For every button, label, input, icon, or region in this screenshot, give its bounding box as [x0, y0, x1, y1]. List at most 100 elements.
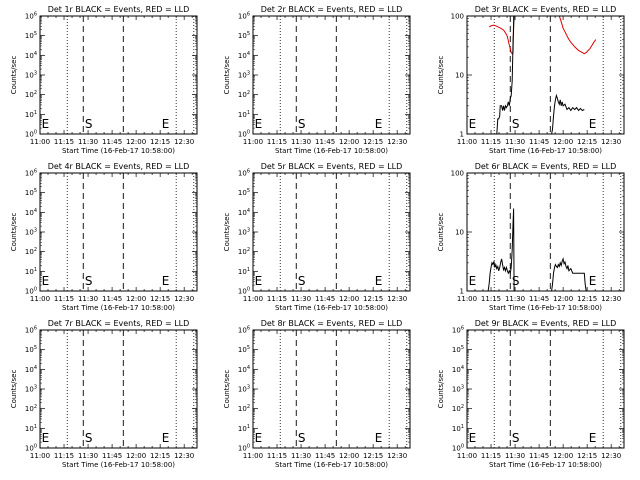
- x-tick-label: 12:15: [577, 452, 597, 460]
- marker-E: E: [589, 117, 597, 131]
- x-tick-label: 12:30: [601, 138, 621, 146]
- y-tick-exponent: 6: [247, 12, 250, 18]
- x-tick-label: 11:30: [78, 295, 98, 303]
- y-tick-exponent: 6: [247, 326, 250, 332]
- marker-E: E: [469, 274, 477, 288]
- y-tick-label: 102: [238, 247, 250, 256]
- marker-S: S: [298, 274, 306, 288]
- x-tick-label: 11:45: [102, 295, 122, 303]
- series-line-events: [496, 16, 515, 134]
- y-tick-exponent: 4: [247, 365, 250, 371]
- panel-title: Det 5r BLACK = Events, RED = LLD: [261, 162, 403, 171]
- x-tick-label: 12:00: [126, 452, 146, 460]
- series-group: [488, 16, 597, 134]
- x-tick-label: 11:45: [529, 295, 549, 303]
- y-tick-exponent: 6: [247, 169, 250, 175]
- y-tick-label: 103: [25, 228, 37, 237]
- y-tick-exponent: 0: [247, 287, 250, 293]
- panel-title: Det 9r BLACK = Events, RED = LLD: [475, 319, 617, 328]
- panel-det-5: Det 5r BLACK = Events, RED = LLD E S E 11:00…: [223, 162, 411, 312]
- panel-title: Det 1r BLACK = Events, RED = LLD: [48, 5, 190, 14]
- marker-S: S: [512, 431, 520, 445]
- x-tick-label: 12:15: [363, 295, 383, 303]
- y-tick-label: 104: [25, 51, 37, 60]
- x-axis-label: Start Time (16-Feb-17 10:58:00): [62, 147, 175, 155]
- marker-E: E: [255, 117, 263, 131]
- x-tick-label: 11:30: [291, 295, 311, 303]
- x-tick-label: 11:30: [291, 452, 311, 460]
- y-tick-label: 104: [238, 208, 250, 217]
- y-tick-exponent: 1: [34, 267, 37, 273]
- y-tick-exponent: 5: [247, 188, 250, 194]
- y-tick-exponent: 4: [247, 208, 250, 214]
- y-tick-exponent: 3: [34, 71, 37, 77]
- y-axis-label: Counts/sec: [10, 370, 18, 409]
- x-tick-label: 12:15: [150, 295, 170, 303]
- y-tick-exponent: 4: [34, 208, 37, 214]
- y-tick-exponent: 5: [247, 31, 250, 37]
- marker-S: S: [512, 117, 520, 131]
- y-tick-label: 104: [25, 208, 37, 217]
- y-tick-label: 106: [452, 326, 464, 335]
- y-tick-exponent: 5: [34, 188, 37, 194]
- x-tick-label: 12:00: [126, 295, 146, 303]
- y-tick-label: 100: [25, 287, 37, 296]
- marker-E: E: [42, 117, 50, 131]
- y-tick-label: 101: [238, 267, 250, 276]
- y-tick-exponent: 2: [247, 247, 250, 253]
- series-line-events: [487, 208, 515, 291]
- marker-S: S: [298, 431, 306, 445]
- y-tick-label: 101: [238, 110, 250, 119]
- y-tick-exponent: 2: [247, 90, 250, 96]
- x-tick-label: 11:15: [54, 452, 74, 460]
- y-tick-exponent: 4: [34, 51, 37, 57]
- panel-det-8: Det 8r BLACK = Events, RED = LLD E S E 11:00…: [223, 319, 411, 469]
- y-axis-label: Counts/sec: [10, 56, 18, 95]
- y-tick-exponent: 6: [34, 169, 37, 175]
- series-line-lld: [558, 16, 597, 55]
- x-tick-label: 12:15: [577, 295, 597, 303]
- y-tick-label: 106: [238, 326, 250, 335]
- y-tick-label: 103: [25, 71, 37, 80]
- x-tick-label: 11:15: [481, 138, 501, 146]
- x-axis-label: Start Time (16-Feb-17 10:58:00): [489, 461, 602, 469]
- x-tick-label: 11:15: [54, 138, 74, 146]
- y-tick-label: 100: [25, 130, 37, 139]
- y-tick-exponent: 5: [34, 31, 37, 37]
- x-tick-label: 11:00: [30, 452, 50, 460]
- x-tick-label: 11:00: [30, 138, 50, 146]
- x-tick-label: 11:15: [481, 295, 501, 303]
- x-tick-label: 11:15: [481, 452, 501, 460]
- y-tick-label: 100: [238, 130, 250, 139]
- y-tick-label: 103: [25, 385, 37, 394]
- marker-E: E: [469, 431, 477, 445]
- panel-det-1: Det 1r BLACK = Events, RED = LLD E S E 11:00…: [10, 5, 198, 155]
- panel-title: Det 4r BLACK = Events, RED = LLD: [48, 162, 190, 171]
- panel-det-2: Det 2r BLACK = Events, RED = LLD E S E 11:00…: [223, 5, 411, 155]
- y-tick-exponent: 2: [34, 404, 37, 410]
- x-tick-label: 12:00: [339, 452, 359, 460]
- x-tick-label: 11:00: [30, 295, 50, 303]
- panel-det-9: Det 9r BLACK = Events, RED = LLD E S E 11:00…: [437, 319, 625, 469]
- panel-title: Det 7r BLACK = Events, RED = LLD: [48, 319, 190, 328]
- y-tick-exponent: 3: [247, 228, 250, 234]
- marker-E: E: [255, 431, 263, 445]
- x-tick-label: 11:00: [243, 452, 263, 460]
- marker-E: E: [162, 117, 170, 131]
- x-tick-label: 11:45: [529, 452, 549, 460]
- y-tick-exponent: 0: [247, 130, 250, 136]
- panel-title: Det 3r BLACK = Events, RED = LLD: [475, 5, 617, 14]
- x-tick-label: 12:30: [601, 295, 621, 303]
- y-tick-label: 100: [452, 444, 464, 453]
- x-axis-label: Start Time (16-Feb-17 10:58:00): [489, 304, 602, 312]
- y-tick-exponent: 3: [247, 385, 250, 391]
- y-tick-exponent: 2: [34, 247, 37, 253]
- y-tick-label: 105: [25, 188, 37, 197]
- y-tick-exponent: 4: [247, 51, 250, 57]
- y-tick-label: 100: [25, 444, 37, 453]
- x-tick-label: 12:15: [363, 138, 383, 146]
- y-axis-label: Counts/sec: [437, 213, 445, 252]
- y-tick-exponent: 3: [461, 385, 464, 391]
- marker-E: E: [375, 117, 383, 131]
